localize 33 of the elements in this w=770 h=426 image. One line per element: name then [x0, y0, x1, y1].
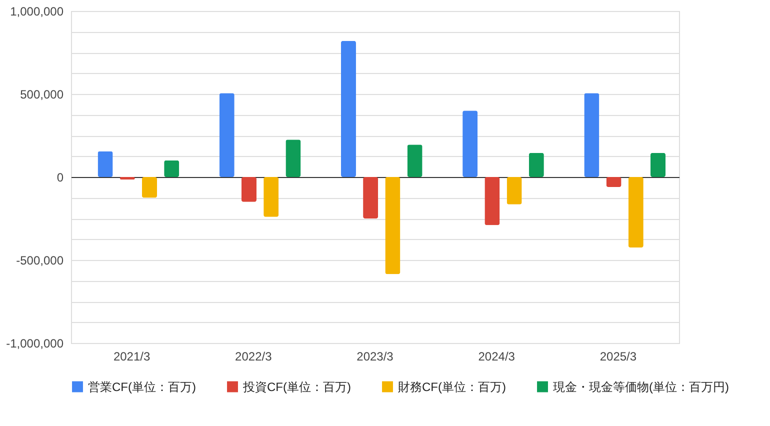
y-tick-label: 0 [56, 170, 64, 184]
legend-label: 財務CF(単位：百万) [398, 380, 506, 394]
bar [164, 160, 180, 177]
bar [650, 152, 666, 177]
bar [286, 140, 301, 177]
bar [385, 177, 400, 274]
bar [462, 110, 478, 177]
bar [241, 177, 256, 202]
x-tick-label: 2023/3 [356, 350, 394, 364]
x-tick-label: 2024/3 [478, 350, 516, 364]
y-tick-label: 500,000 [20, 88, 64, 102]
bar [407, 144, 422, 177]
x-tick-label: 2025/3 [600, 350, 637, 364]
x-tick-label: 2022/3 [235, 350, 272, 364]
y-tick-label: 1,000,000 [10, 4, 64, 18]
bar [528, 152, 544, 177]
bar [264, 177, 279, 217]
bar [219, 93, 234, 177]
x-tick-label: 2021/3 [113, 350, 150, 364]
bar [584, 93, 600, 177]
bar [506, 177, 522, 204]
bar [340, 40, 356, 177]
legend-label: 現金・現金等価物(単位：百万円) [553, 380, 729, 394]
bar [142, 177, 158, 198]
legend-label: 営業CF(単位：百万) [88, 380, 196, 394]
legend-label: 投資CF(単位：百万) [242, 380, 351, 394]
bar [628, 177, 644, 248]
y-tick-label: -1,000,000 [6, 336, 64, 350]
bar [484, 177, 500, 226]
y-tick-label: -500,000 [16, 254, 64, 268]
bar [98, 151, 113, 177]
bar [363, 177, 378, 218]
bar [606, 177, 622, 187]
